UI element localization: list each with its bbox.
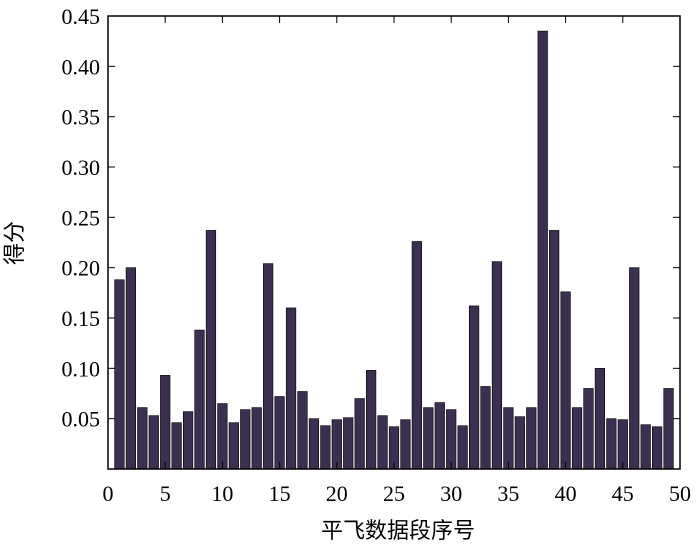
bar-5: [160, 375, 171, 470]
bar-39: [549, 230, 560, 470]
y-tick-label-0.45: 0.45: [62, 4, 101, 29]
x-tick-label-50: 50: [669, 481, 691, 506]
bar-48: [652, 426, 663, 470]
bar-13: [251, 407, 262, 470]
bar-27: [411, 241, 422, 470]
bar-41: [571, 407, 583, 470]
bar-47: [640, 424, 651, 470]
bar-4: [148, 415, 159, 470]
x-tick-label-5: 5: [160, 481, 171, 506]
x-tick-label-15: 15: [269, 481, 291, 506]
y-axis-label: 得分: [3, 221, 28, 265]
bar-31: [457, 425, 468, 470]
y-tick-label-0.25: 0.25: [62, 205, 101, 230]
bar-2: [125, 267, 136, 470]
ticks-group: [107, 15, 681, 469]
x-tick-label-25: 25: [383, 481, 405, 506]
y-tick-label-0.35: 0.35: [62, 105, 101, 130]
bar-11: [228, 422, 239, 470]
bar-46: [629, 267, 640, 470]
bar-15: [274, 396, 285, 470]
bar-38: [537, 30, 548, 470]
bar-8: [194, 329, 205, 470]
bar-28: [423, 407, 434, 470]
bar-7: [182, 411, 194, 470]
plot-frame: [107, 15, 681, 470]
x-tick-label-20: 20: [326, 481, 348, 506]
bar-12: [240, 409, 251, 470]
bar-21: [343, 417, 354, 470]
bar-14: [263, 263, 274, 470]
bar-42: [583, 388, 594, 470]
bar-1: [114, 279, 125, 470]
tick-labels-group: 0 5 10 15 20 25 30 35 40 45 50 0.05 0.10 0.15 0.20 0.25…: [62, 4, 692, 506]
bar-26: [400, 419, 411, 470]
bar-9: [205, 230, 217, 470]
y-tick-label-0.15: 0.15: [62, 306, 101, 331]
y-tick-label-0.3: 0.30: [62, 155, 101, 180]
bar-44: [606, 418, 617, 470]
bar-40: [560, 291, 571, 470]
bar-29: [434, 402, 445, 470]
x-tick-label-30: 30: [440, 481, 462, 506]
bar-32: [468, 305, 480, 470]
bar-17: [297, 391, 308, 470]
bar-33: [480, 386, 491, 470]
bar-20: [331, 419, 342, 470]
x-tick-label-10: 10: [211, 481, 233, 506]
bar-24: [377, 415, 388, 470]
bar-45: [617, 419, 628, 470]
bar-30: [446, 409, 457, 470]
bar-35: [503, 407, 514, 470]
bar-18: [308, 418, 320, 470]
bar-34: [491, 261, 503, 470]
bar-10: [217, 403, 228, 470]
y-tick-label-0.1: 0.10: [62, 356, 101, 381]
x-tick-label-0: 0: [103, 481, 114, 506]
y-tick-label-0.4: 0.40: [62, 54, 101, 79]
x-axis-label: 平飞数据段序号: [321, 519, 475, 544]
bar-23: [366, 370, 377, 470]
bar-37: [526, 407, 537, 470]
bar-49: [663, 388, 674, 470]
bar-43: [594, 368, 606, 470]
bar-16: [285, 307, 297, 470]
bar-3: [137, 407, 148, 470]
bars-group: [114, 30, 674, 470]
bar-36: [514, 416, 525, 470]
y-tick-label-0.2: 0.20: [62, 256, 101, 281]
y-tick-label-0.05: 0.05: [62, 407, 101, 432]
x-tick-label-45: 45: [612, 481, 634, 506]
x-tick-label-40: 40: [555, 481, 577, 506]
bar-6: [171, 422, 182, 470]
bar-22: [354, 398, 365, 470]
bar-19: [320, 425, 331, 470]
x-tick-label-35: 35: [497, 481, 519, 506]
